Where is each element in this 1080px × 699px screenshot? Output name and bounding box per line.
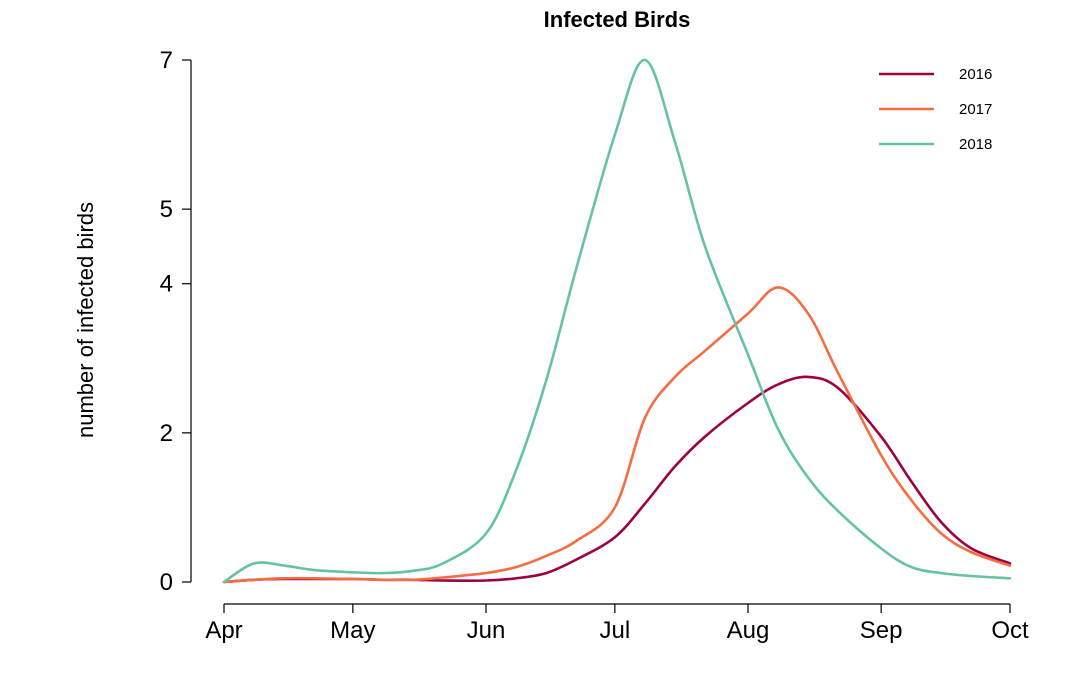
y-tick-label: 7 bbox=[160, 47, 173, 74]
x-tick-label: Jul bbox=[600, 617, 631, 644]
x-tick-label: Aug bbox=[727, 617, 770, 644]
y-axis-label: number of infected birds bbox=[73, 202, 98, 438]
legend-label-2018: 2018 bbox=[959, 136, 992, 153]
x-tick-label: Oct bbox=[991, 617, 1029, 644]
y-tick-label: 5 bbox=[160, 196, 173, 223]
axes: 0 2 4 5 7 Apr May Jun Jul Aug Sep Oct bbox=[160, 47, 1029, 644]
x-tick-label: Sep bbox=[860, 617, 903, 644]
x-tick-label: Apr bbox=[205, 617, 242, 644]
series-line-2018 bbox=[222, 58, 1012, 584]
chart-title: Infected Birds bbox=[544, 7, 691, 32]
series-line-2016 bbox=[222, 375, 1012, 584]
y-tick-label: 0 bbox=[160, 569, 173, 596]
legend-label-2016: 2016 bbox=[959, 66, 992, 83]
x-tick-label: Jun bbox=[467, 617, 506, 644]
y-tick-label: 2 bbox=[160, 420, 173, 447]
y-tick-label: 4 bbox=[160, 271, 173, 298]
series-line-2017 bbox=[222, 286, 1012, 584]
x-tick-label: May bbox=[330, 617, 375, 644]
legend: 2016 2017 2018 bbox=[879, 66, 992, 153]
series-layer bbox=[222, 58, 1012, 584]
legend-label-2017: 2017 bbox=[959, 101, 992, 118]
